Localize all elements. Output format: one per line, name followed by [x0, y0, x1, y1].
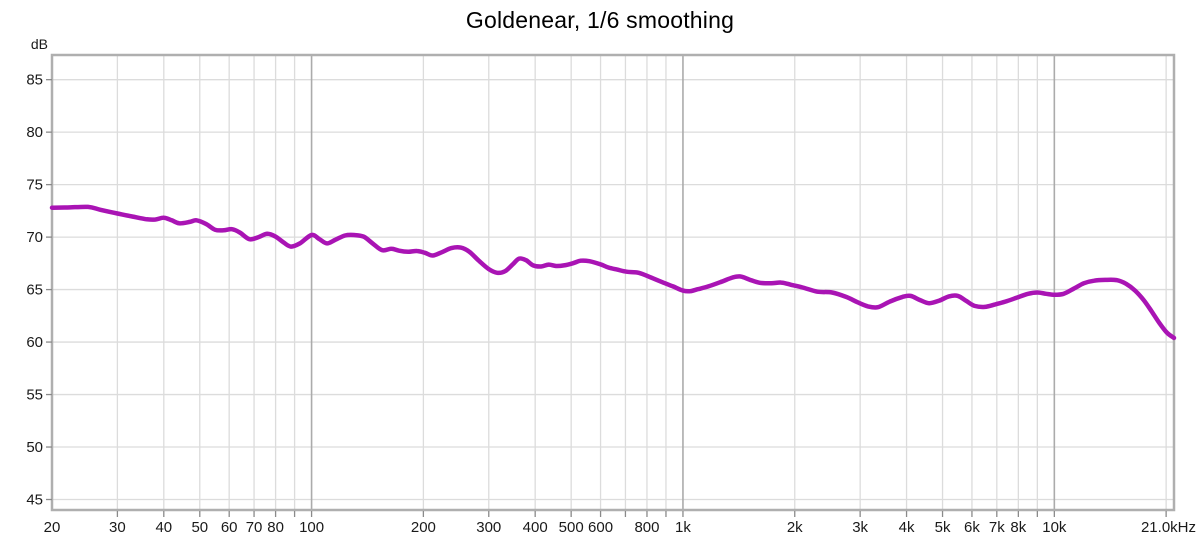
y-axis-label: 50 — [26, 439, 43, 456]
x-axis-label: 4k — [899, 519, 915, 536]
y-axis-label: 70 — [26, 229, 43, 246]
x-axis-label: 10k — [1042, 519, 1067, 536]
y-axis-label: 45 — [26, 492, 43, 509]
x-axis-label: 6k — [964, 519, 980, 536]
x-axis-label: 30 — [109, 519, 126, 536]
x-axis-label: 600 — [588, 519, 613, 536]
x-axis-label: 800 — [634, 519, 659, 536]
x-axis-label: 100 — [299, 519, 324, 536]
x-axis-label: 20 — [44, 519, 61, 536]
y-axis-label: 80 — [26, 124, 43, 141]
y-axis-label: 85 — [26, 72, 43, 89]
x-axis-label: 7k — [989, 519, 1005, 536]
x-axis-label: 200 — [411, 519, 436, 536]
x-axis-label: 60 — [221, 519, 238, 536]
x-axis-label: 40 — [155, 519, 172, 536]
x-axis-label: 400 — [523, 519, 548, 536]
x-axis-label: 50 — [191, 519, 208, 536]
x-axis-label: 300 — [476, 519, 501, 536]
x-axis-label: 21.0kHz — [1141, 519, 1196, 536]
frequency-response-curve — [49, 204, 1177, 341]
x-axis-label: 80 — [267, 519, 284, 536]
x-axis-label: 70 — [246, 519, 263, 536]
x-axis-label: 3k — [852, 519, 868, 536]
y-axis-label: 55 — [26, 387, 43, 404]
x-axis-label: 2k — [787, 519, 803, 536]
x-axis-label: 5k — [935, 519, 951, 536]
x-axis-label: 1k — [675, 519, 691, 536]
x-axis-label: 500 — [559, 519, 584, 536]
y-axis-unit-label: dB — [31, 36, 48, 52]
plot-border — [50, 53, 1176, 512]
y-axis-label: 65 — [26, 282, 43, 299]
chart-title: Goldenear, 1/6 smoothing — [465, 7, 735, 33]
y-axis-label: 75 — [26, 177, 43, 194]
y-axis-label: 60 — [26, 334, 43, 351]
x-axis-label: 8k — [1010, 519, 1026, 536]
